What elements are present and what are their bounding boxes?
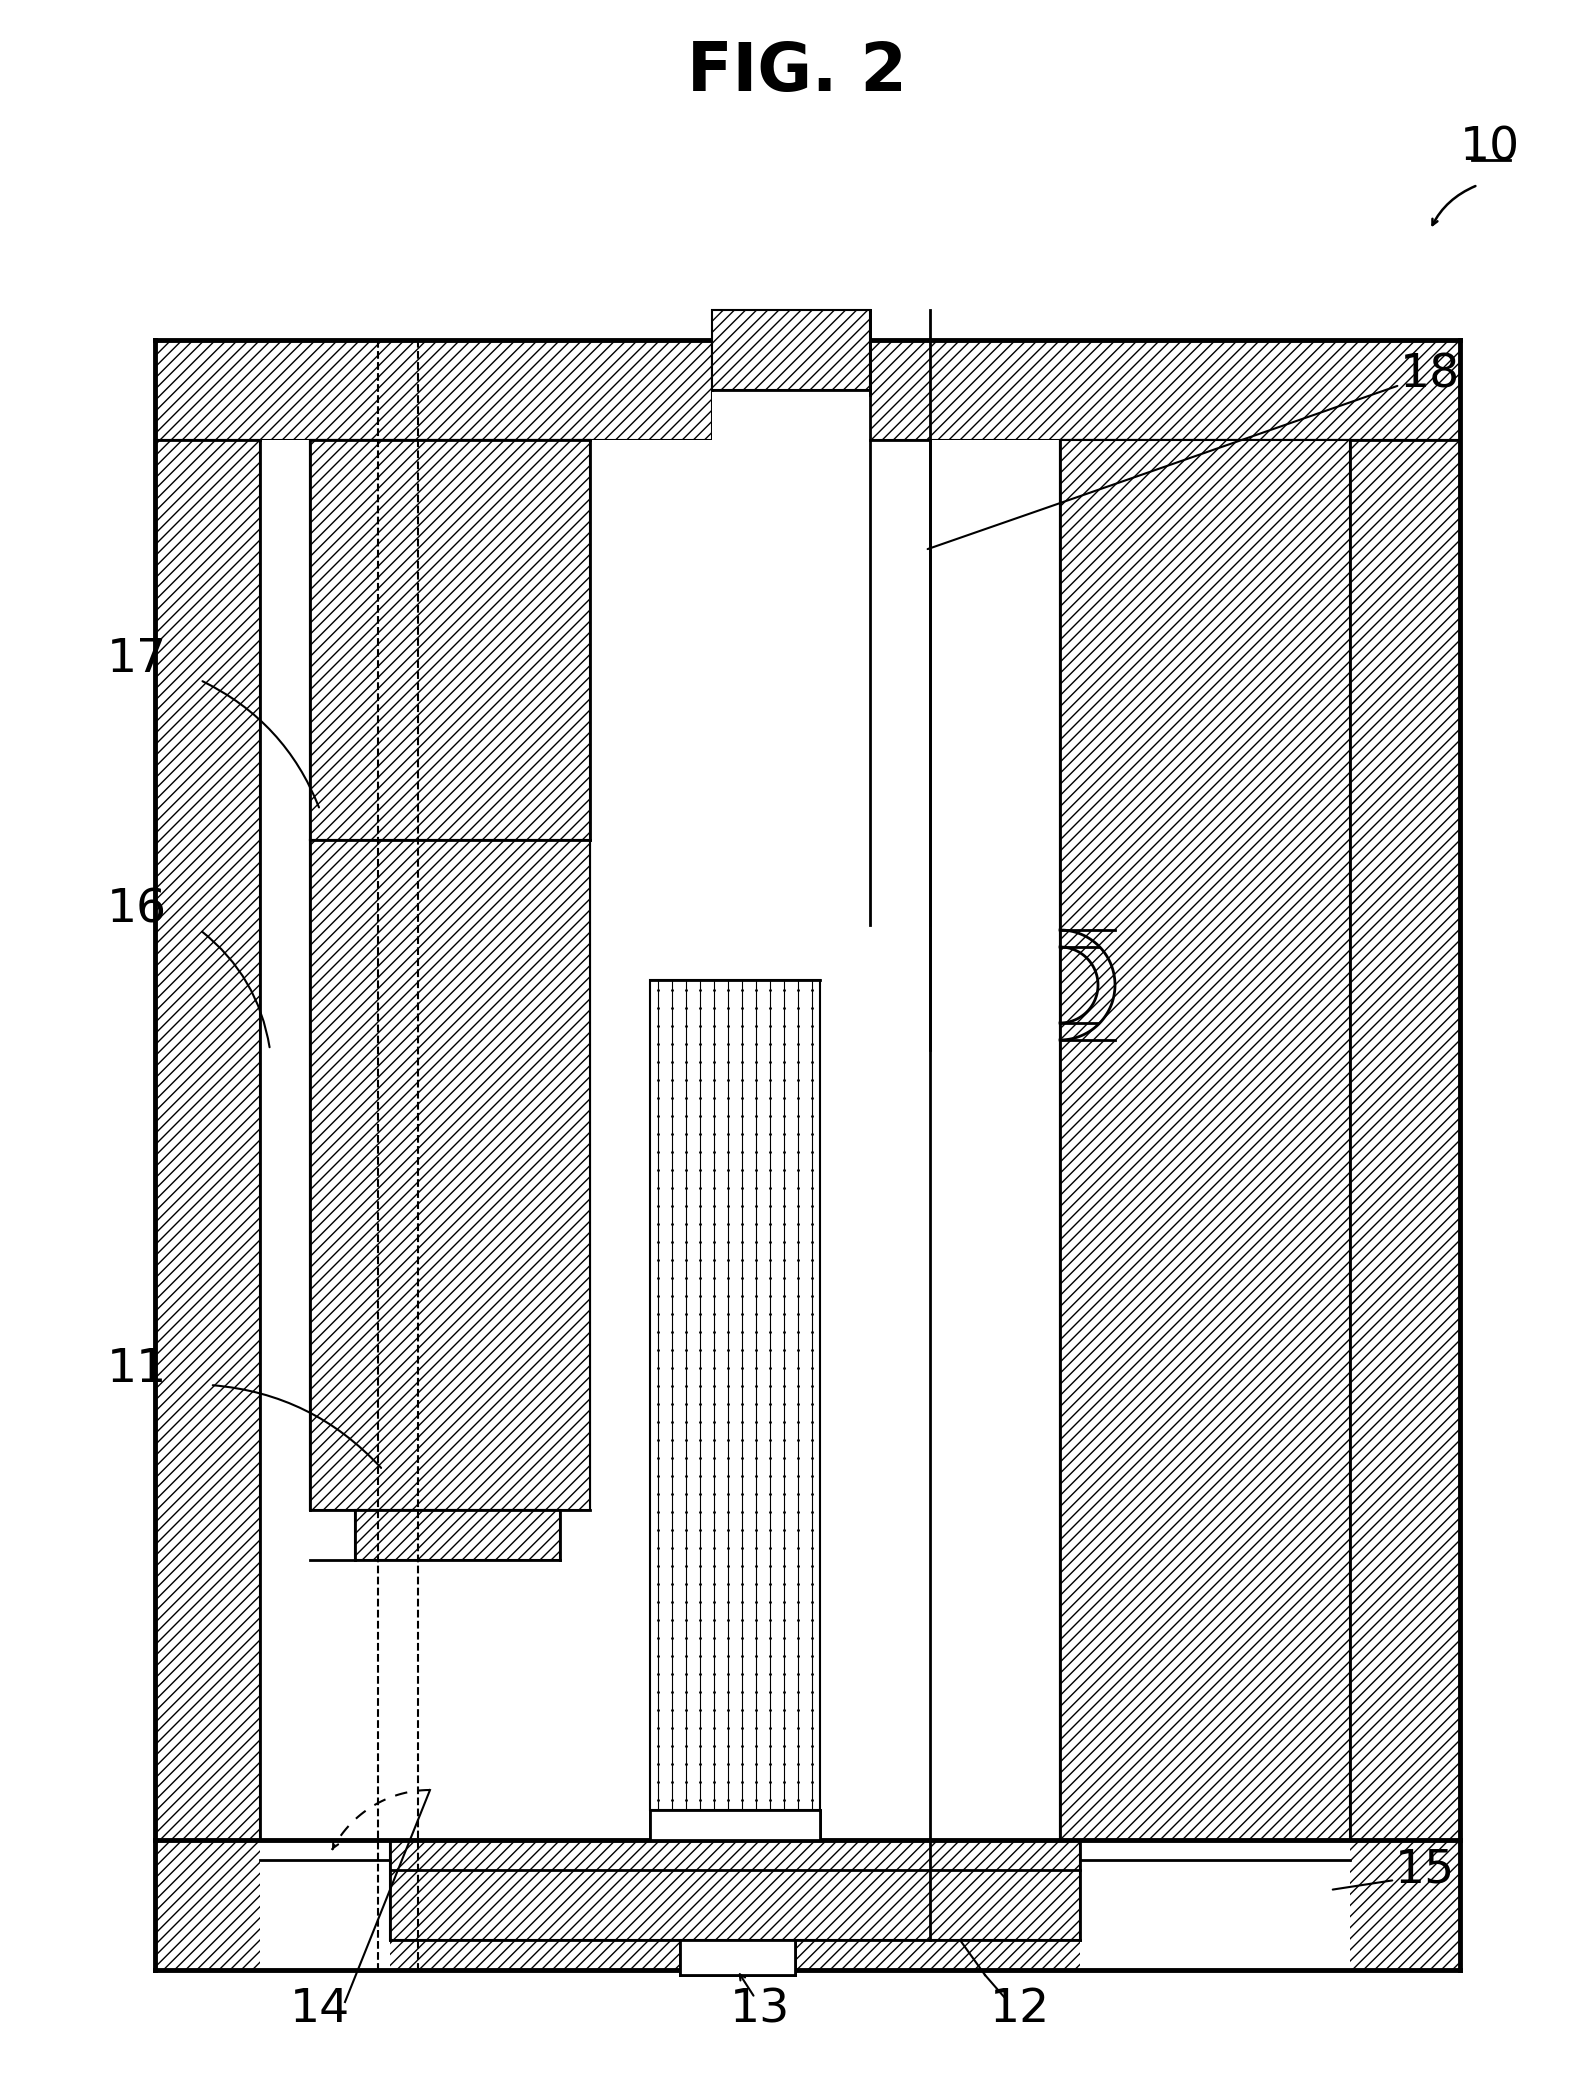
Text: 10: 10 (1459, 126, 1520, 172)
Polygon shape (155, 439, 260, 1841)
Text: 15: 15 (1396, 1847, 1455, 1893)
Polygon shape (711, 310, 869, 389)
Bar (309, 439, 590, 1510)
Polygon shape (309, 841, 590, 1510)
Bar (590, 439, 1061, 1841)
Bar (679, 1939, 794, 1975)
Polygon shape (155, 341, 711, 439)
Text: 14: 14 (290, 1987, 351, 2033)
Bar (1061, 439, 1349, 1841)
Bar (711, 341, 869, 439)
Text: 12: 12 (990, 1987, 1050, 2033)
Text: 18: 18 (1400, 351, 1461, 397)
Text: FIG. 2: FIG. 2 (687, 40, 908, 105)
Bar (260, 1841, 391, 1971)
Text: 16: 16 (107, 887, 167, 933)
Bar (1080, 1841, 1349, 1971)
Polygon shape (309, 841, 590, 1510)
Bar (260, 439, 1349, 1841)
Polygon shape (356, 1510, 560, 1561)
Bar (651, 979, 820, 1810)
Polygon shape (155, 1841, 1459, 1971)
Polygon shape (1061, 439, 1349, 1841)
Polygon shape (309, 439, 590, 841)
Text: 17: 17 (107, 638, 167, 682)
Polygon shape (391, 1841, 1080, 1939)
Text: 11: 11 (107, 1347, 167, 1393)
Bar (651, 1810, 820, 1841)
Polygon shape (869, 341, 1459, 439)
Polygon shape (1061, 439, 1349, 1841)
Polygon shape (1349, 439, 1459, 1841)
Polygon shape (309, 439, 590, 841)
Bar (260, 439, 309, 1841)
Text: 13: 13 (731, 1987, 790, 2033)
